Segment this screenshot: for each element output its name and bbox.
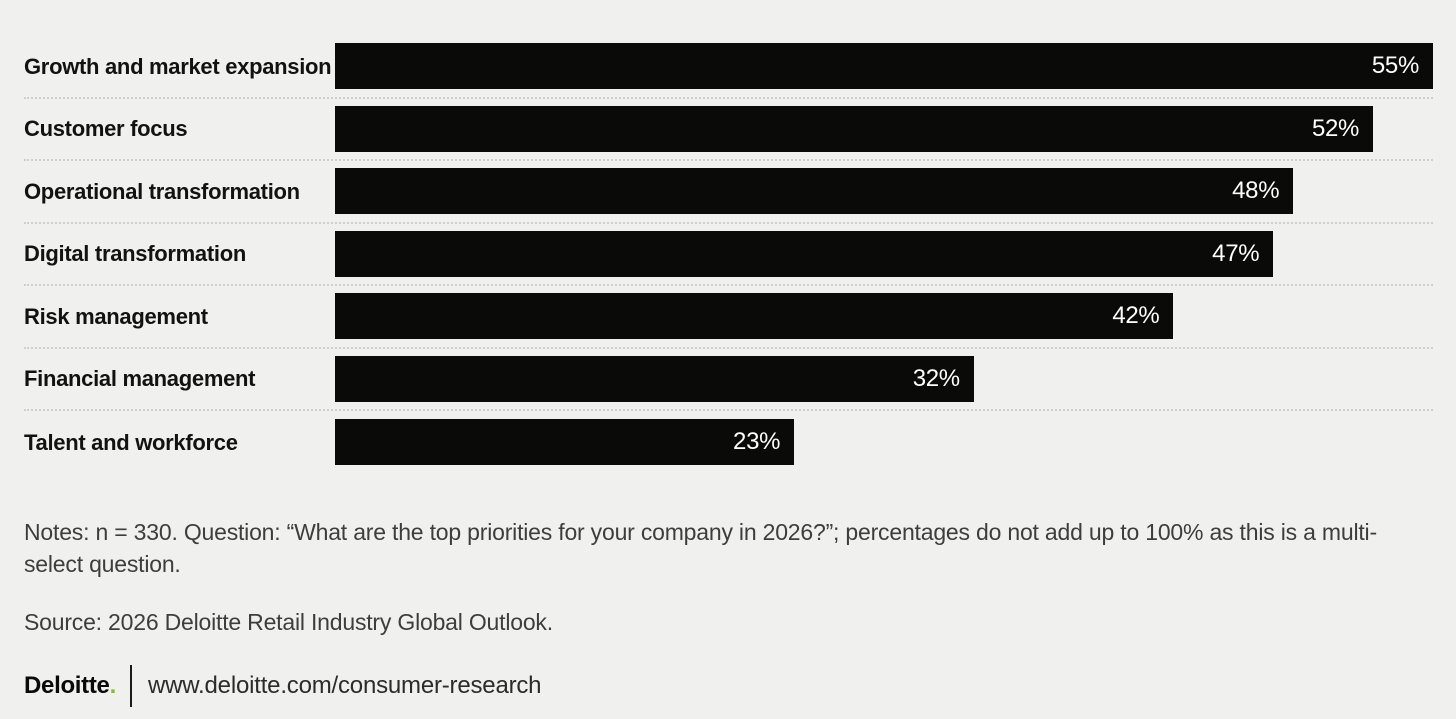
chart-row: Growth and market expansion 55% <box>24 36 1433 99</box>
footer-url: www.deloitte.com/consumer-research <box>147 671 542 699</box>
bar-track: 23% <box>335 419 1433 466</box>
chart-row: Financial management 32% <box>24 349 1433 411</box>
bar: 42% <box>335 293 1174 340</box>
bar-value-label: 55% <box>1371 52 1419 80</box>
category-label: Operational transformation <box>24 178 300 204</box>
category-label: Growth and market expansion <box>24 53 332 79</box>
brand-name: Deloitte <box>24 671 110 699</box>
infographic: Growth and market expansion 55% Customer f… <box>0 36 1456 719</box>
category-label: Financial management <box>24 366 256 392</box>
bar: 47% <box>335 230 1274 277</box>
chart-row: Digital transformation 47% <box>24 224 1433 286</box>
bar-value-label: 32% <box>912 364 960 392</box>
chart-row: Talent and workforce 23% <box>24 411 1433 474</box>
chart-row: Customer focus 52% <box>24 99 1433 161</box>
bar-chart: Growth and market expansion 55% Customer f… <box>24 36 1433 474</box>
bar-track: 42% <box>335 293 1433 340</box>
bar-track: 52% <box>335 105 1433 152</box>
bar: 52% <box>335 105 1374 152</box>
footer-divider <box>129 664 132 707</box>
bar-value-label: 23% <box>733 428 781 456</box>
notes-text: Notes: n = 330. Question: “What are the … <box>24 518 1377 577</box>
source-text: Source: 2026 Deloitte Retail Industry Gl… <box>24 608 553 635</box>
category-label: Risk management <box>24 303 208 329</box>
bar: 23% <box>335 419 795 466</box>
bar-track: 32% <box>335 355 1433 402</box>
bar-value-label: 48% <box>1232 177 1280 205</box>
bar-value-label: 47% <box>1212 239 1260 267</box>
category-label: Digital transformation <box>24 241 246 267</box>
bar-value-label: 52% <box>1311 114 1360 142</box>
footer: Deloitte. www.deloitte.com/consumer-rese… <box>24 664 1456 708</box>
bar-track: 48% <box>335 168 1433 215</box>
bar: 32% <box>335 355 974 402</box>
bar-track: 47% <box>335 230 1433 277</box>
brand-green-dot: . <box>109 671 117 699</box>
category-label: Customer focus <box>24 116 188 142</box>
category-label: Talent and workforce <box>24 429 238 455</box>
bar: 55% <box>335 43 1433 90</box>
chart-row: Risk management 42% <box>24 286 1433 349</box>
bar-value-label: 42% <box>1112 302 1160 330</box>
chart-row: Operational transformation 48% <box>24 161 1433 224</box>
deloitte-logo: Deloitte. <box>24 672 116 700</box>
bar-track: 55% <box>335 43 1433 90</box>
bar: 48% <box>335 168 1294 215</box>
